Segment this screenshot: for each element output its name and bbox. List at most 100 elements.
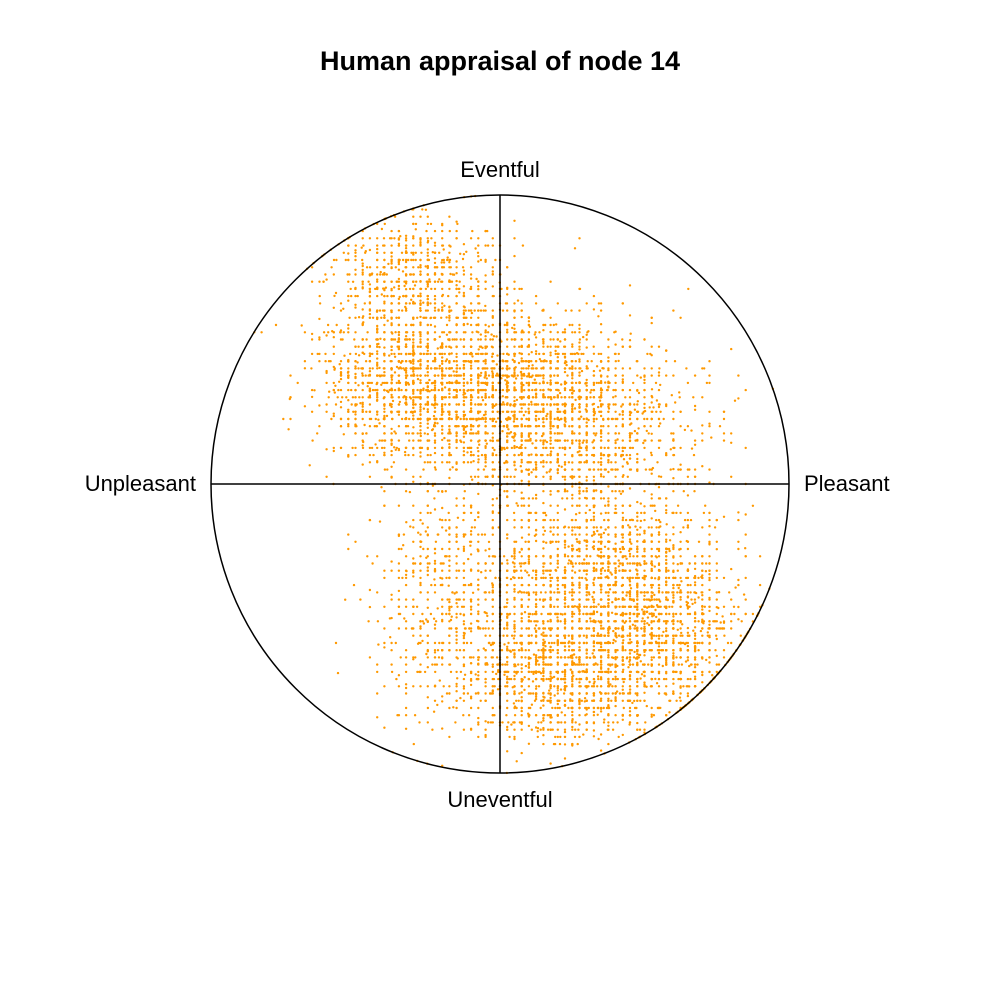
scatter-point	[365, 410, 368, 413]
scatter-point	[462, 273, 466, 276]
scatter-point	[339, 329, 343, 332]
scatter-point	[398, 400, 402, 404]
scatter-point	[477, 425, 480, 428]
scatter-point	[491, 518, 494, 522]
scatter-point	[527, 593, 531, 597]
scatter-point	[455, 331, 458, 334]
scatter-point	[433, 306, 437, 309]
scatter-point	[531, 396, 535, 399]
scatter-point	[462, 372, 466, 376]
scatter-point	[361, 287, 364, 290]
scatter-point	[452, 360, 456, 363]
scatter-point	[368, 308, 372, 311]
scatter-point	[471, 432, 474, 435]
scatter-point	[419, 315, 422, 319]
scatter-point	[671, 605, 674, 608]
scatter-point	[510, 338, 513, 341]
scatter-point	[354, 413, 357, 416]
scatter-point	[438, 352, 441, 356]
scatter-point	[506, 384, 509, 388]
scatter-point	[455, 388, 458, 392]
scatter-point	[547, 388, 550, 391]
scatter-point	[571, 331, 574, 334]
scatter-point	[527, 432, 531, 435]
scatter-point	[527, 384, 530, 387]
scatter-point	[419, 241, 422, 244]
scatter-point	[655, 526, 658, 529]
scatter-point	[571, 367, 574, 370]
scatter-point	[397, 379, 401, 383]
scatter-point	[479, 309, 483, 312]
scatter-point	[551, 706, 554, 710]
scatter-point	[430, 237, 433, 240]
scatter-point	[592, 420, 596, 423]
scatter-point	[534, 410, 538, 413]
scatter-point	[484, 465, 487, 468]
scatter-point	[549, 504, 552, 507]
scatter-point	[361, 280, 364, 283]
scatter-point	[665, 540, 668, 543]
scatter-point	[501, 309, 505, 312]
scatter-point	[665, 511, 668, 515]
scatter-point	[354, 306, 357, 309]
scatter-point	[330, 266, 333, 269]
scatter-point	[339, 446, 343, 450]
scatter-point	[549, 338, 552, 341]
scatter-point	[527, 353, 531, 356]
scatter-point	[397, 403, 401, 406]
scatter-point	[368, 352, 372, 355]
scatter-point	[513, 323, 516, 327]
scatter-point	[433, 241, 437, 244]
scatter-point	[484, 439, 487, 442]
scatter-point	[342, 251, 345, 254]
scatter-point	[412, 352, 415, 356]
scatter-point	[462, 360, 466, 363]
scatter-point	[390, 345, 393, 348]
scatter-point	[289, 396, 292, 399]
scatter-point	[693, 567, 697, 571]
scatter-point	[614, 567, 617, 570]
scatter-point	[636, 602, 639, 606]
scatter-point	[390, 322, 393, 325]
scatter-point	[339, 377, 343, 381]
scatter-point	[586, 331, 589, 334]
scatter-point	[469, 361, 473, 364]
scatter-point	[377, 418, 380, 421]
scatter-point	[412, 374, 415, 377]
scatter-point	[599, 352, 603, 356]
scatter-point	[592, 694, 596, 697]
scatter-point	[503, 447, 506, 451]
scatter-point	[589, 391, 592, 394]
scatter-point	[383, 294, 386, 298]
scatter-point	[354, 258, 357, 262]
scatter-point	[442, 261, 446, 264]
scatter-point	[477, 237, 480, 240]
scatter-point	[639, 502, 642, 505]
scatter-point	[561, 446, 564, 450]
scatter-point	[390, 251, 393, 254]
scatter-point	[474, 403, 477, 406]
scatter-point	[440, 413, 443, 417]
scatter-point	[357, 316, 361, 319]
scatter-point	[556, 452, 559, 456]
scatter-point	[549, 450, 553, 453]
scatter-point	[455, 432, 458, 435]
scatter-point	[549, 530, 552, 533]
scatter-point	[647, 526, 650, 529]
scatter-point	[426, 239, 430, 243]
scatter-point	[436, 403, 439, 406]
scatter-point	[525, 417, 528, 421]
scatter-point	[433, 352, 437, 356]
scatter-point	[455, 302, 458, 305]
scatter-point	[364, 360, 368, 363]
scatter-point	[322, 331, 326, 334]
scatter-point	[459, 252, 462, 255]
scatter-point	[599, 331, 603, 334]
scatter-point	[354, 381, 357, 385]
scatter-point	[412, 396, 415, 399]
scatter-point	[368, 302, 372, 305]
scatter-point	[449, 272, 452, 276]
scatter-point	[578, 338, 582, 341]
scatter-point	[455, 237, 458, 240]
scatter-point	[702, 511, 706, 515]
